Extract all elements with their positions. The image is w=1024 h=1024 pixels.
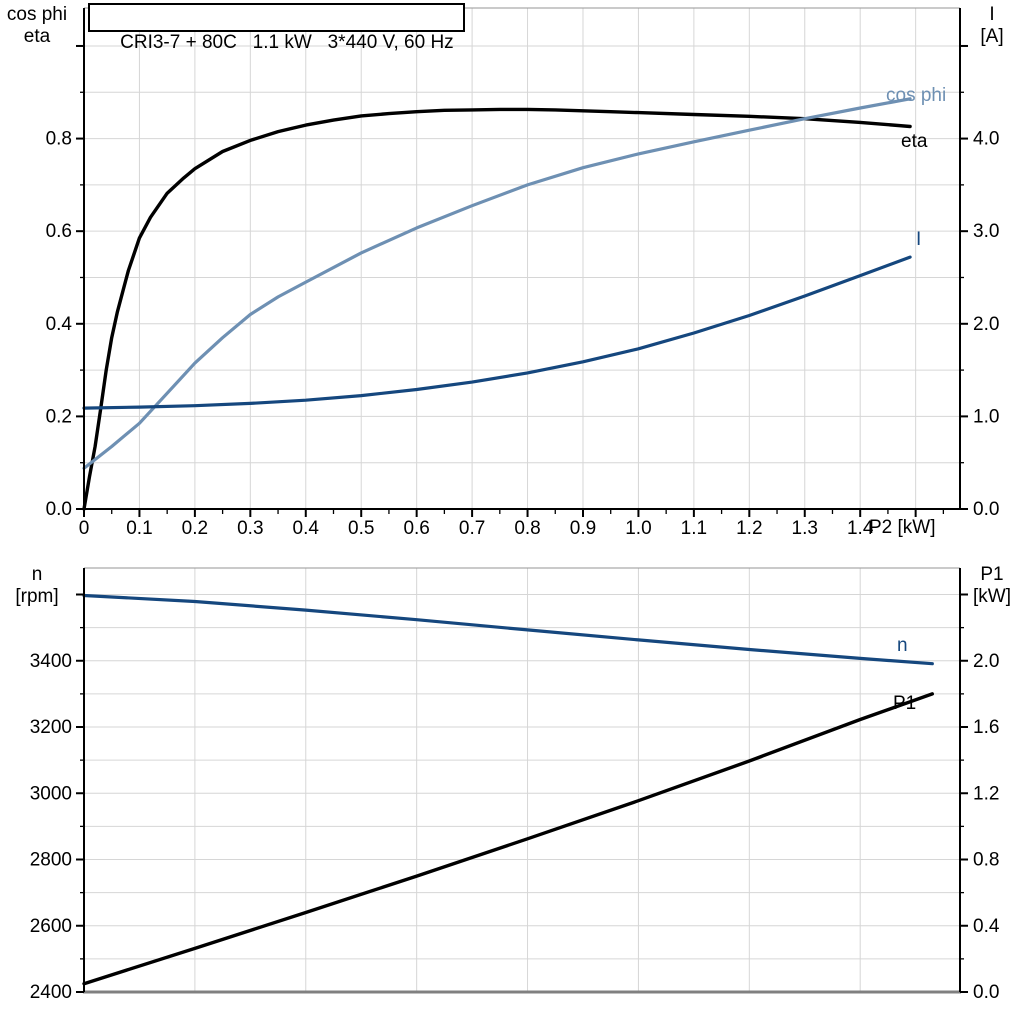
x-axis-tick-label: 1.4 [847,518,874,539]
left-axis-tick-label: 0.2 [46,406,72,427]
x-axis-tick-label: 0.9 [570,518,596,539]
right-axis-tick-label: 1.6 [973,717,999,738]
right-axis-title-line1: I [989,4,995,25]
power-in-curve-label: P1 [893,693,917,714]
left-axis-tick-label: 0.0 [46,499,72,520]
left-axis-tick-label: 0.8 [46,129,72,150]
left-axis-tick-label: 3400 [30,651,72,672]
right-axis-title-line2: [A] [980,26,1004,47]
right-axis-tick-label: 2.0 [973,314,999,335]
bottom-chart-left-axis-title: n [rpm] [0,564,74,608]
right-axis-tick-label: 1.0 [973,406,999,427]
curve-current [82,255,912,410]
current-curve-label: I [916,229,922,250]
right-axis-tick-label: 0.0 [973,982,999,1003]
x-axis-tick-label: 0.4 [293,518,320,539]
x-axis-title: P2 [kW] [869,517,936,538]
right-axis-title-line1: P1 [980,564,1004,585]
left-axis-title-line1: n [31,564,43,585]
left-axis-tick-label: 0.6 [46,221,72,242]
left-axis-title-line1: cos phi [6,4,68,25]
x-axis-tick-label: 0.5 [348,518,374,539]
bottom-chart-right-axis-title: P1 [kW] [962,564,1022,608]
x-axis-tick-label: 1.3 [792,518,818,539]
right-axis-tick-label: 0.4 [973,916,1000,937]
right-axis-tick-label: 3.0 [973,221,999,242]
left-axis-tick-label: 0.4 [46,314,73,335]
left-axis-tick-label: 2800 [30,850,72,871]
x-axis-tick-label: 1.2 [736,518,762,539]
x-axis-tick-label: 1.0 [625,518,651,539]
x-axis-tick-label: 0.1 [126,518,152,539]
right-axis-tick-label: 0.0 [973,499,999,520]
left-axis-title-line2: eta [23,26,51,47]
left-axis-tick-label: 2600 [30,916,72,937]
left-axis-tick-label: 3200 [30,717,72,738]
right-axis-tick-label: 4.0 [973,129,999,150]
x-axis-tick-label: 0.8 [514,518,540,539]
left-axis-tick-label: 2400 [30,982,72,1003]
top-chart-left-axis-title: cos phi eta [0,4,74,48]
eta-curve-label: eta [901,131,928,152]
right-axis-tick-label: 0.8 [973,850,999,871]
chart-title: CRI3-7 + 80C 1.1 kW 3*440 V, 60 Hz [120,32,454,53]
right-axis-tick-label: 2.0 [973,651,999,672]
chart-title-box: CRI3-7 + 80C 1.1 kW 3*440 V, 60 Hz [88,3,465,53]
x-axis-tick-label: 1.1 [681,518,707,539]
x-axis-tick-label: 0.6 [403,518,429,539]
x-axis-tick-label: 0.3 [237,518,263,539]
cos-phi-curve-label: cos phi [886,85,947,106]
right-axis-title-line2: [kW] [973,586,1011,607]
left-axis-tick-label: 3000 [30,783,72,804]
x-axis-tick-label: 0 [79,518,90,539]
left-axis-title-line2: [rpm] [15,586,59,607]
speed-curve-label: n [897,635,908,656]
x-axis-tick-label: 0.2 [182,518,208,539]
x-axis-tick-label: 0.7 [459,518,485,539]
top-chart-right-axis-title: I [A] [962,4,1022,48]
curve-eta [82,107,912,511]
curve-speed [82,593,934,666]
right-axis-tick-label: 1.2 [973,783,999,804]
curve-cos-phi [82,97,912,470]
curve-power-in [82,692,934,986]
